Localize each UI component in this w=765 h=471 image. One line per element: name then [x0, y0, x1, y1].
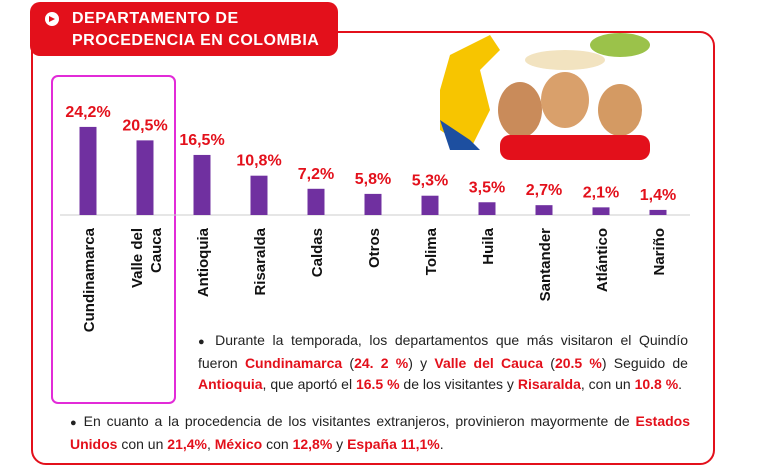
bar	[364, 193, 382, 215]
x-tick-label: Caldas	[309, 228, 326, 277]
title-line: PROCEDENCIA EN COLOMBIA	[72, 32, 320, 49]
title-banner	[30, 2, 338, 56]
bar	[250, 175, 268, 215]
value-label: 5,8%	[355, 171, 391, 188]
highlight: Risaralda	[517, 376, 581, 392]
highlight: 16.5 %	[355, 376, 400, 392]
highlight: Antioquia	[198, 376, 263, 392]
x-tick-label: Atlántico	[594, 228, 611, 292]
value-label: 10,8%	[236, 153, 281, 170]
bar	[79, 126, 97, 215]
note-text: ) y	[408, 355, 435, 371]
value-label: 20,5%	[122, 117, 167, 134]
note-text: , con un	[580, 376, 635, 392]
value-label: 3,5%	[469, 179, 505, 196]
bar	[649, 209, 667, 215]
note-text: .	[678, 376, 683, 392]
x-tick-label: Huila	[480, 227, 497, 264]
value-label: 2,1%	[583, 184, 619, 201]
value-label: 16,5%	[179, 132, 224, 149]
value-label: 7,2%	[298, 166, 334, 183]
illustration	[440, 33, 650, 160]
bullet: ●	[198, 336, 216, 348]
highlight: 21,4%	[167, 436, 207, 452]
bar	[136, 140, 154, 215]
x-tick-label: Tolima	[423, 227, 440, 275]
highlight: 24. 2 %	[354, 355, 409, 371]
bar	[307, 188, 325, 215]
x-tick-label: Risaralda	[252, 227, 269, 295]
note: ● En cuanto a la procedencia de los visi…	[70, 411, 690, 455]
frame	[31, 31, 715, 465]
bullet: ●	[70, 417, 84, 429]
note-text: (	[543, 355, 555, 371]
highlight: 12,8%	[292, 436, 333, 452]
x-tick-label: Antioquia	[195, 227, 212, 297]
chart-title: DEPARTAMENTO DE PROCEDENCIA EN COLOMBIA	[72, 8, 319, 52]
note-text: con un	[117, 436, 168, 452]
value-label: 1,4%	[640, 187, 676, 204]
x-tick-label: Nariño	[651, 228, 668, 276]
note: ● Durante la temporada, los departamento…	[198, 330, 688, 395]
x-tick-label: Cundinamarca	[81, 227, 98, 332]
x-tick-label: Valle del Cauca	[129, 227, 165, 288]
bar	[421, 195, 439, 215]
x-tick-label: Santander	[537, 228, 554, 302]
title-icon-arrow	[49, 16, 55, 22]
bar	[535, 205, 553, 215]
title-line: DEPARTAMENTO DE	[72, 10, 239, 27]
bar	[592, 207, 610, 215]
highlight: México	[214, 436, 263, 452]
bar	[478, 202, 496, 215]
value-label: 24,2%	[65, 104, 110, 121]
note-text: .	[439, 436, 444, 452]
note-text: Durante la temporada, los departamentos …	[198, 332, 689, 371]
highlight: España 11,1%	[347, 436, 440, 452]
note-text: de los visitantes y	[399, 376, 518, 392]
highlight: Valle del Cauca	[434, 355, 544, 371]
highlight: Estados Unidos	[70, 413, 691, 452]
value-label: 5,3%	[412, 173, 448, 190]
bar	[193, 154, 211, 215]
note-text: En cuanto a la procedencia de los visita…	[83, 413, 636, 429]
note-text: , que aportó el	[262, 376, 356, 392]
note-text: y	[332, 436, 348, 452]
highlight: 10.8 %	[634, 376, 679, 392]
highlight: Cundinamarca	[244, 355, 343, 371]
highlight: 20.5 %	[554, 355, 602, 371]
value-label: 2,7%	[526, 182, 562, 199]
note-text: (	[342, 355, 355, 371]
x-tick-label: Otros	[366, 228, 383, 268]
note-text: ) Seguido de	[601, 355, 688, 371]
note-text: con	[262, 436, 293, 452]
highlight-box	[51, 75, 176, 404]
note-text: ,	[206, 436, 215, 452]
